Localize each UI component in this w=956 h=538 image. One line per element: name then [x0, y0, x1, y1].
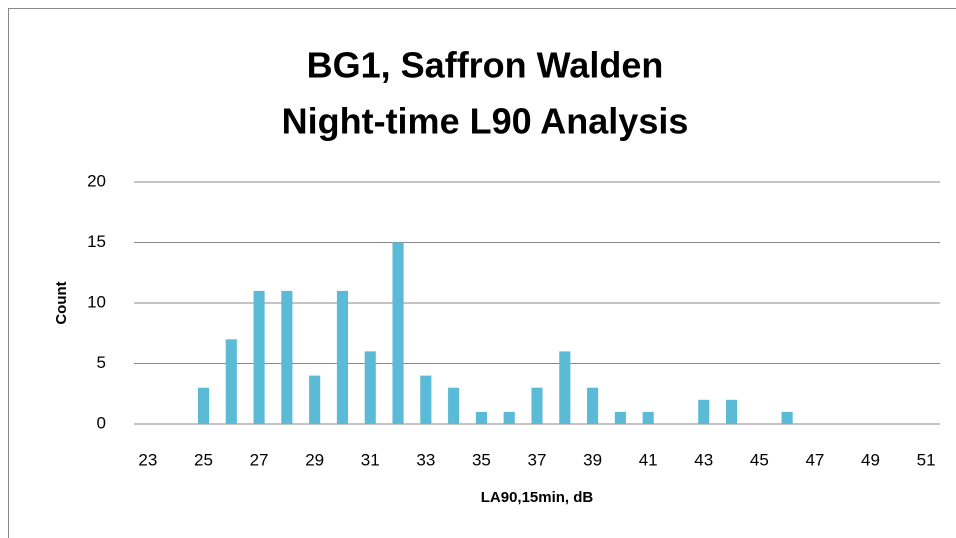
- bar: [197, 387, 210, 424]
- bar: [420, 375, 432, 424]
- x-tick-label: 45: [750, 450, 769, 469]
- y-tick-label: 15: [87, 232, 106, 251]
- x-tick-label: 29: [305, 450, 324, 469]
- bar: [253, 290, 265, 424]
- x-tick-label: 49: [861, 450, 880, 469]
- chart-title: BG1, Saffron Walden: [307, 45, 664, 86]
- x-tick-label: 51: [917, 450, 936, 469]
- x-tick-label: 25: [194, 450, 213, 469]
- bar: [503, 411, 515, 424]
- x-tick-label: 41: [639, 450, 658, 469]
- bar: [475, 411, 487, 424]
- bar: [781, 411, 793, 424]
- y-tick-label: 0: [97, 413, 106, 432]
- y-tick-label: 5: [97, 353, 106, 372]
- bar: [309, 375, 321, 424]
- y-axis-title: Count: [53, 281, 70, 324]
- x-tick-label: 31: [361, 450, 380, 469]
- x-tick-label: 43: [694, 450, 713, 469]
- y-tick-label: 10: [87, 292, 106, 311]
- bar: [587, 387, 599, 424]
- bar: [559, 351, 571, 424]
- chart-title: Night-time L90 Analysis: [282, 101, 689, 142]
- x-tick-label: 33: [416, 450, 435, 469]
- bar: [336, 290, 349, 424]
- x-tick-label: 39: [583, 450, 602, 469]
- bar: [392, 242, 404, 424]
- x-tick-label: 35: [472, 450, 491, 469]
- x-tick-label: 47: [805, 450, 824, 469]
- x-tick-label: 37: [528, 450, 547, 469]
- x-tick-label: 27: [250, 450, 269, 469]
- bar: [531, 387, 543, 424]
- bar: [614, 411, 626, 424]
- x-tick-label: 23: [138, 450, 157, 469]
- bar: [281, 290, 293, 424]
- x-axis-title: LA90,15min, dB: [481, 489, 594, 506]
- bar: [725, 399, 738, 424]
- bar: [364, 351, 376, 424]
- bar: [642, 411, 654, 424]
- y-tick-label: 20: [87, 171, 106, 190]
- bar: [448, 387, 460, 424]
- bar: [698, 399, 710, 424]
- bar: [225, 339, 237, 424]
- chart-border: [8, 8, 956, 538]
